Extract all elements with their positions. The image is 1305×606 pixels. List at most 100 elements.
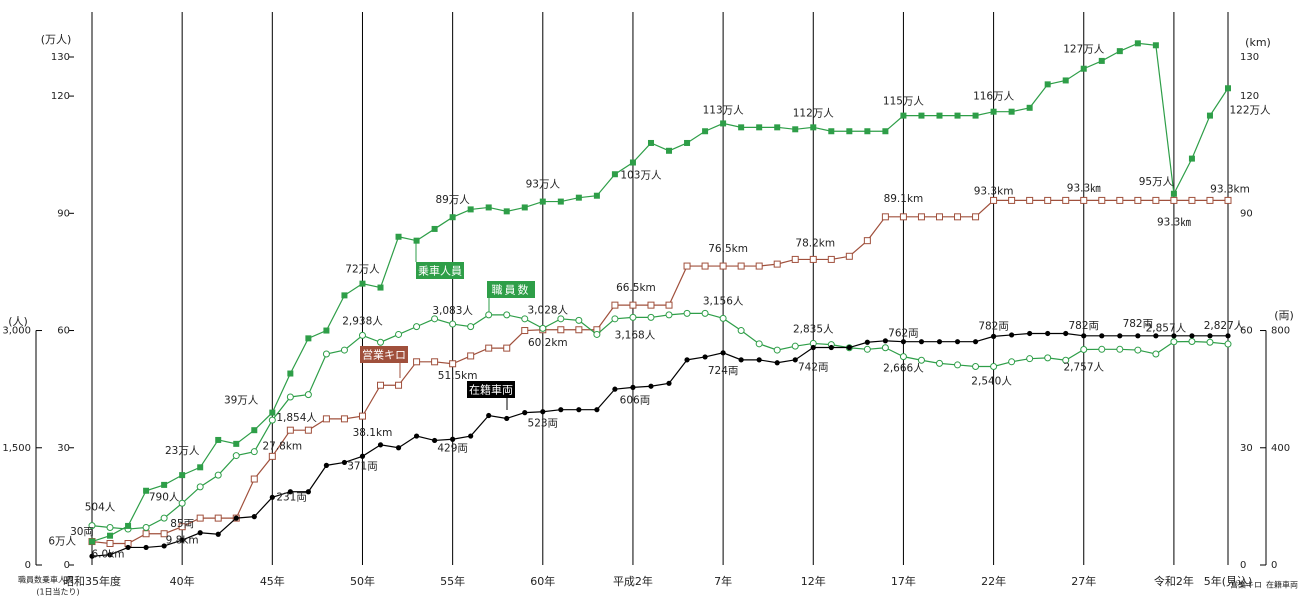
marker <box>485 204 492 211</box>
series-line <box>91 42 1229 543</box>
marker <box>142 530 150 538</box>
marker <box>413 323 421 331</box>
marker <box>629 301 637 309</box>
marker <box>322 350 330 358</box>
marker <box>395 330 403 338</box>
marker <box>791 255 799 263</box>
marker <box>251 427 258 434</box>
data-label: 782両 <box>1068 320 1099 332</box>
marker <box>899 353 907 361</box>
marker <box>304 426 312 434</box>
tick-label: 60 <box>1240 326 1253 337</box>
marker <box>377 338 385 346</box>
marker <box>1134 346 1142 354</box>
marker <box>196 514 204 522</box>
y-axis-label: (万人) <box>41 33 72 46</box>
marker <box>557 315 565 323</box>
tick-label: 120 <box>51 91 70 102</box>
tick-label: 400 <box>1271 443 1290 454</box>
marker <box>232 452 240 460</box>
marker <box>359 453 366 459</box>
marker <box>286 426 294 434</box>
tick-label: 1,500 <box>2 443 31 454</box>
marker <box>1206 112 1213 119</box>
marker <box>773 346 781 354</box>
marker <box>395 381 403 389</box>
data-label: 113万人 <box>703 104 745 116</box>
data-label: 27.8km <box>262 440 302 452</box>
data-label: 1,854人 <box>276 412 317 424</box>
marker <box>792 357 798 363</box>
marker <box>665 311 673 319</box>
marker <box>737 262 745 270</box>
data-label: 93万人 <box>526 179 561 191</box>
marker <box>269 409 276 416</box>
marker <box>358 412 366 420</box>
data-label: 95万人 <box>1139 176 1174 188</box>
marker <box>575 316 583 324</box>
marker <box>864 128 871 135</box>
y4-axis-label: (両) <box>1274 309 1294 322</box>
marker <box>1188 196 1196 204</box>
marker <box>521 327 529 335</box>
x-tick-label: 昭和35年度 <box>63 574 121 588</box>
marker <box>1009 332 1015 338</box>
marker <box>702 128 709 135</box>
tick-label: 0 <box>64 560 70 571</box>
tick-label: 0 <box>25 560 31 571</box>
marker <box>1224 340 1232 348</box>
marker <box>503 344 511 352</box>
marker <box>827 255 835 263</box>
x-tick-label: 平成2年 <box>613 574 653 588</box>
tick-label: 0 <box>1240 560 1246 571</box>
marker <box>882 128 889 135</box>
marker <box>954 339 961 345</box>
marker <box>1153 333 1159 339</box>
marker <box>630 384 636 390</box>
y-caption-note: (1日当たり) <box>36 587 79 597</box>
legend-entry: 営業キロ <box>362 348 406 362</box>
tick-label: 3,000 <box>2 326 31 337</box>
marker <box>160 530 168 538</box>
marker <box>450 436 456 442</box>
x-tick-label: 7年 <box>714 574 732 588</box>
marker <box>881 344 889 352</box>
marker <box>1188 337 1196 345</box>
marker <box>576 407 582 413</box>
data-label: 782両 <box>1123 318 1154 330</box>
marker <box>214 471 222 479</box>
marker <box>215 531 221 537</box>
data-label: 2,666人 <box>883 363 924 375</box>
x-tick-label: 40年 <box>170 574 195 588</box>
marker <box>340 415 348 423</box>
marker <box>125 522 132 529</box>
x-tick-label: 55年 <box>440 574 465 588</box>
marker <box>1044 196 1052 204</box>
x-tick-label: 17年 <box>891 574 916 588</box>
data-label: 112万人 <box>793 107 835 119</box>
marker <box>1152 42 1159 49</box>
marker <box>846 344 852 351</box>
marker <box>377 284 384 291</box>
tick-label: 130 <box>51 52 70 63</box>
marker <box>1027 330 1033 337</box>
marker <box>1207 333 1213 339</box>
y2-caption: 営業キロ <box>1230 580 1262 590</box>
data-label: 78.2km <box>795 237 835 249</box>
marker <box>845 252 853 260</box>
data-label: 504人 <box>85 502 116 514</box>
marker <box>1170 196 1178 204</box>
series-tag <box>360 346 408 363</box>
marker <box>160 514 168 522</box>
data-label: 39万人 <box>224 395 259 407</box>
marker <box>1224 196 1232 204</box>
marker <box>647 313 655 321</box>
marker <box>809 255 817 263</box>
marker <box>305 489 311 495</box>
marker <box>196 483 204 491</box>
marker <box>1135 333 1141 339</box>
marker <box>954 112 961 119</box>
marker <box>791 342 799 350</box>
marker <box>449 360 457 368</box>
marker <box>1116 48 1123 55</box>
